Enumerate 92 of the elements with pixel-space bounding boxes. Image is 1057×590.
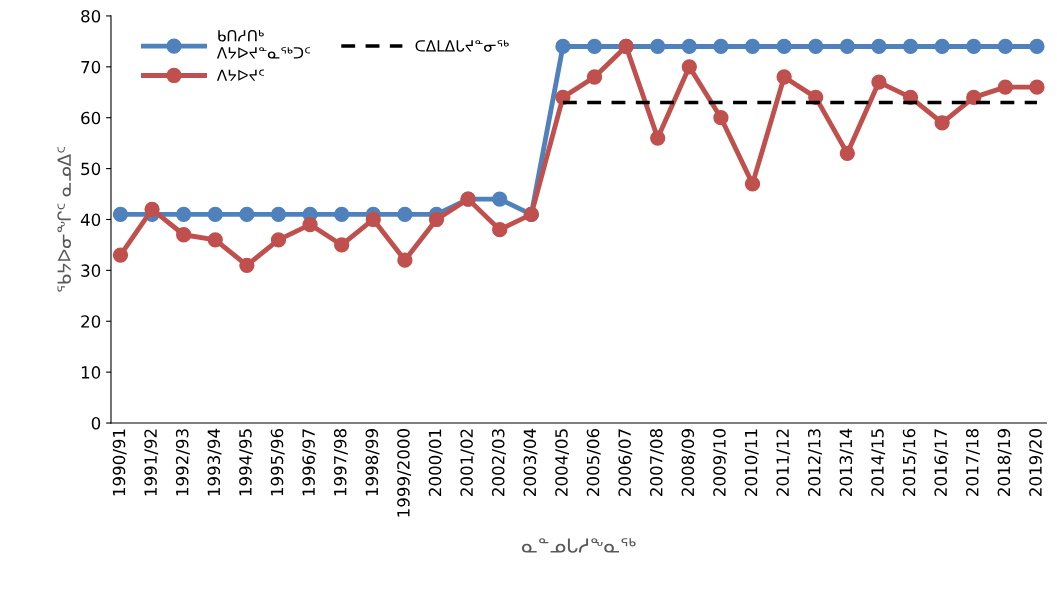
point (176, 206, 192, 223)
point (744, 38, 761, 55)
x-axis-title: ᓇᓐᓄᒐᓱᖕᓇᖅ (521, 538, 636, 553)
point (934, 115, 950, 131)
y-axis-title: ᖃᔭᐅᓂᖏᑦ ᓇᓄᐃᑦ (57, 147, 71, 292)
point (112, 247, 129, 263)
y-tick-label: 0 (91, 416, 101, 430)
x-tick-label: 2014/15 (871, 429, 886, 496)
point (681, 38, 697, 55)
legend-label: ᑲᑎᓱᑎᒃ ᐱᔭᐅᔪᓐᓇᖅᑐᑦ (216, 29, 310, 59)
x-tick-label: 1996/97 (302, 429, 317, 496)
x-tick-label: 2003/04 (523, 428, 538, 496)
point (966, 38, 982, 55)
x-tick-label: 2019/20 (1029, 429, 1044, 496)
point (144, 201, 160, 217)
y-tick-label: 20 (81, 315, 101, 328)
point (586, 69, 603, 85)
point (871, 74, 887, 90)
point (365, 211, 381, 228)
point (713, 110, 729, 126)
point (744, 176, 761, 192)
x-tick-label: 1998/99 (365, 429, 380, 496)
x-tick-label: 2005/06 (586, 428, 601, 496)
point (902, 38, 919, 55)
point (997, 38, 1013, 55)
x-tick-label: 2010/11 (744, 429, 759, 496)
x-tick-label: 2006/07 (618, 429, 633, 496)
x-tick-label: 1995/96 (270, 428, 285, 496)
point (270, 232, 287, 248)
point (334, 237, 350, 253)
legend-label: ᐱᔭᐅᔪᑦ (216, 69, 264, 81)
point (555, 38, 571, 55)
point (492, 222, 508, 238)
point (871, 38, 887, 55)
x-tick-label: 2000/01 (428, 429, 443, 496)
legend-label: ᑕᐃᒪᐃᒐᔪᓐᓂᖅ (415, 40, 509, 52)
x-tick-label: 1990/91 (112, 429, 127, 496)
point (997, 79, 1013, 95)
x-tick-label: 2011/12 (776, 429, 791, 496)
x-tick-label: 1997/98 (333, 429, 348, 496)
y-tick-label: 30 (81, 264, 101, 277)
point (492, 191, 508, 207)
point (713, 38, 729, 55)
point (1029, 79, 1045, 95)
x-tick-label: 2001/02 (460, 429, 475, 496)
y-tick-label: 60 (81, 111, 101, 125)
point (1029, 38, 1045, 55)
x-tick-label: 1991/92 (144, 429, 159, 496)
point (207, 206, 223, 223)
y-tick-label: 50 (81, 162, 101, 176)
point (239, 206, 255, 223)
point (207, 232, 223, 248)
point (176, 227, 192, 243)
point (650, 130, 666, 146)
x-tick-label: 2013/14 (839, 428, 854, 496)
x-tick-label: 1999/2000 (397, 429, 412, 517)
x-tick-label: 2008/09 (681, 429, 696, 496)
x-tick-label: 1993/94 (207, 428, 222, 496)
y-tick-label: 70 (81, 60, 101, 74)
point (428, 211, 445, 228)
point (334, 206, 350, 223)
point (776, 38, 792, 55)
x-tick-label: 2016/17 (934, 429, 949, 496)
y-tick-label: 80 (81, 9, 101, 23)
point (839, 145, 855, 161)
x-tick-label: 2012/13 (807, 429, 822, 496)
point (112, 206, 129, 223)
y-tick-label: 10 (81, 366, 101, 379)
point (808, 38, 824, 55)
x-tick-label: 2004/05 (555, 429, 570, 496)
x-tick-label: 2002/03 (491, 429, 506, 496)
point (681, 59, 697, 75)
point (934, 38, 950, 55)
point (776, 69, 792, 85)
point (397, 252, 413, 268)
x-tick-label: 1992/93 (175, 429, 190, 496)
point (586, 38, 603, 55)
point (239, 257, 255, 273)
point (397, 206, 413, 223)
x-tick-label: 2009/10 (713, 429, 728, 496)
x-tick-label: 2007/08 (649, 429, 664, 496)
point (302, 216, 318, 233)
x-tick-label: 2015/16 (902, 428, 917, 496)
y-tick-label: 40 (80, 213, 101, 227)
point (966, 89, 982, 105)
x-tick-label: 1994/95 (239, 429, 254, 496)
point (839, 38, 855, 55)
point (270, 206, 287, 223)
x-tick-label: 2018/19 (997, 429, 1012, 496)
x-tick-label: 2017/18 (965, 429, 980, 496)
point (650, 38, 666, 55)
point (555, 89, 571, 105)
